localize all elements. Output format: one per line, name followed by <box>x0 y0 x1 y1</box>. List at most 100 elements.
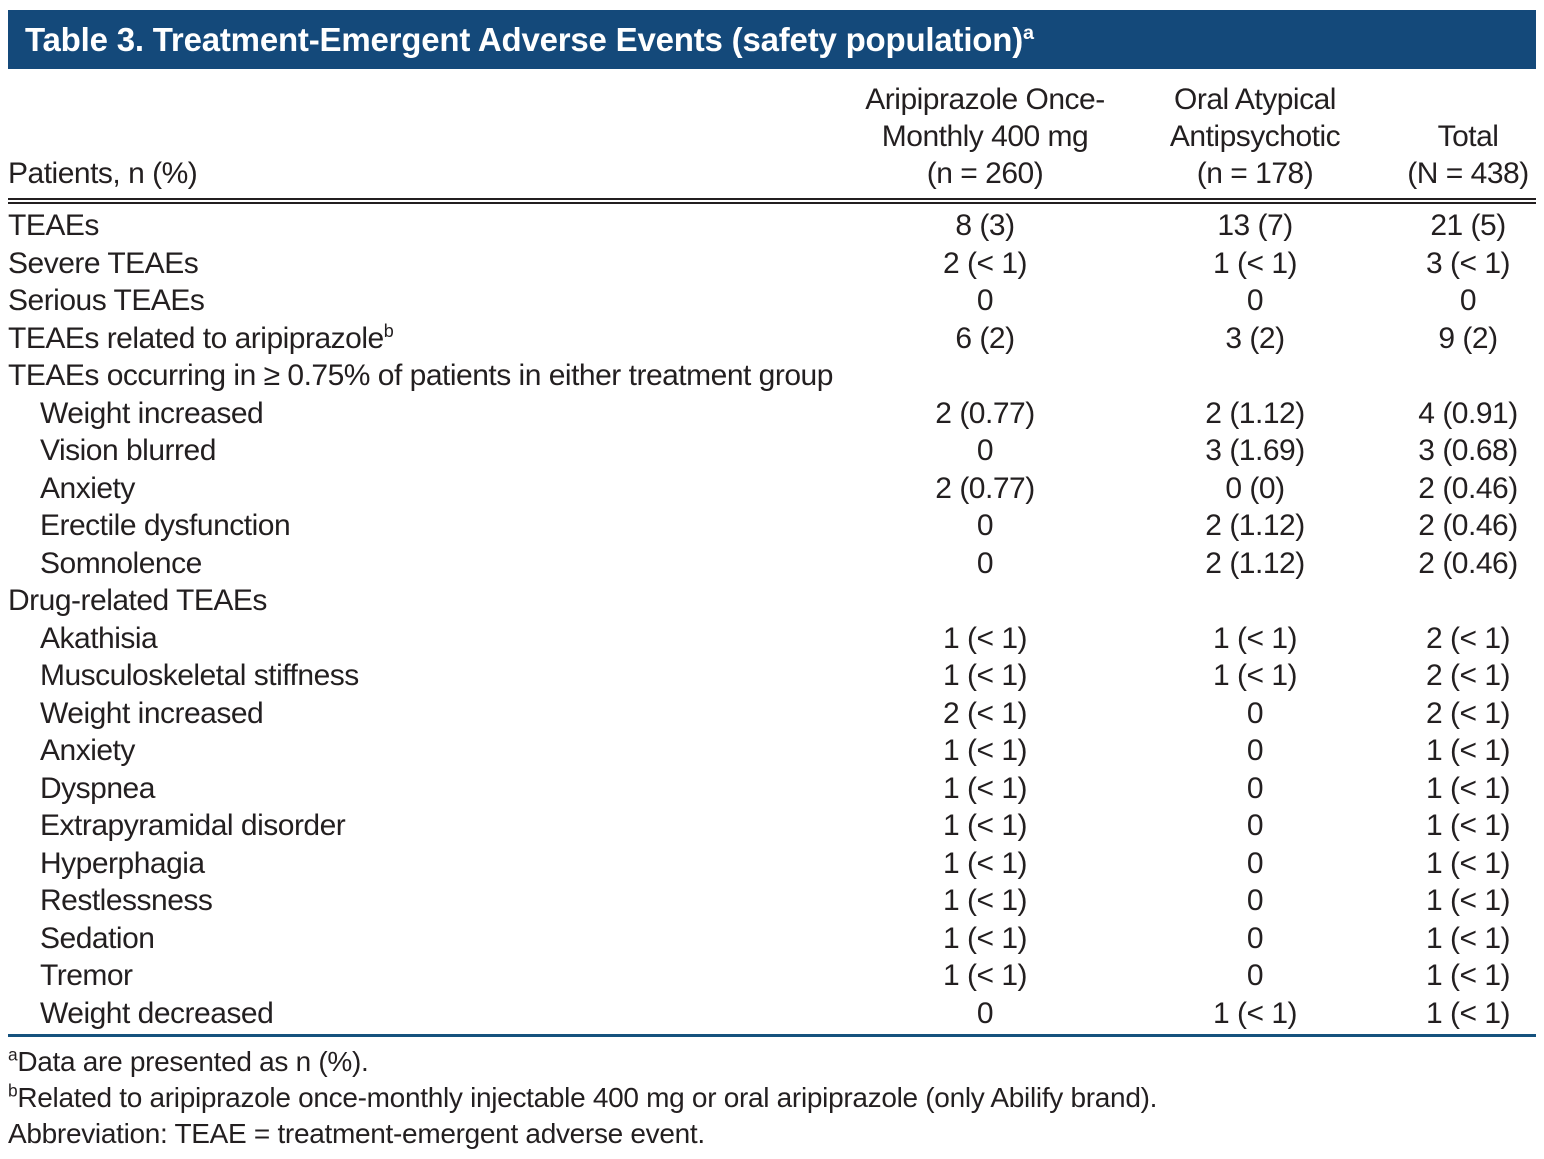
cell-value: 2 (0.46) <box>1418 509 1518 542</box>
table-row: Sedation 1 (< 1) 0 1 (< 1) <box>8 920 1536 958</box>
cell-value: 0 <box>1459 284 1477 317</box>
row-label: TEAEs related to aripiprazoleb <box>8 320 394 355</box>
row-label: Serious TEAEs <box>8 284 205 317</box>
table-row: Anxiety 1 (< 1) 0 1 (< 1) <box>8 732 1536 770</box>
cell-value <box>860 582 1110 620</box>
table-row: Anxiety 2 (0.77) 0 (0) 2 (0.46) <box>8 470 1536 508</box>
table-row: Vision blurred 0 3 (1.69) 3 (0.68) <box>8 432 1536 470</box>
cell-value: 2 (0.77) <box>935 471 1035 505</box>
cell-value: 1 (< 1) <box>1425 846 1511 880</box>
cell-value: 1 (< 1) <box>942 959 1028 992</box>
cell-value: 0 <box>1246 809 1264 842</box>
row-label: Anxiety <box>40 471 135 505</box>
cell-value: 0 <box>976 284 994 317</box>
row-label: Dyspnea <box>40 771 155 805</box>
table-row: Extrapyramidal disorder 1 (< 1) 0 1 (< 1) <box>8 807 1536 845</box>
footnote-marker: a <box>8 1044 18 1065</box>
cell-value: 0 <box>1246 284 1264 317</box>
cell-value: 2 (0.77) <box>935 396 1035 430</box>
cell-value: 0 <box>1246 771 1264 805</box>
cell-value: 0 <box>1246 846 1264 880</box>
cell-value: 1 (< 1) <box>1425 921 1511 955</box>
row-label: Severe TEAEs <box>8 246 199 280</box>
cell-value: 1 (< 1) <box>942 621 1028 655</box>
cell-value: 3 (1.69) <box>1205 434 1305 467</box>
table-title-text: Table 3. Treatment-Emergent Adverse Even… <box>25 20 1024 58</box>
cell-value: 1 (< 1) <box>1425 884 1511 917</box>
table-row: Dyspnea 1 (< 1) 0 1 (< 1) <box>8 770 1536 808</box>
cell-value: 1 (< 1) <box>1212 621 1298 655</box>
table-title-footnote-marker: a <box>1023 21 1034 44</box>
table-row: Hyperphagia 1 (< 1) 0 1 (< 1) <box>8 845 1536 883</box>
cell-value: 1 (< 1) <box>942 884 1028 917</box>
cell-value: 1 (< 1) <box>1425 996 1511 1030</box>
row-label: Somnolence <box>40 546 202 580</box>
table-figure: Table 3. Treatment-Emergent Adverse Even… <box>8 10 1536 1159</box>
table-row: TEAEs related to aripiprazoleb 6 (2) 3 (2)… <box>8 320 1536 358</box>
cell-value: 0 <box>1246 884 1264 917</box>
table-row: Akathisia 1 (< 1) 1 (< 1) 2 (< 1) <box>8 620 1536 658</box>
column-header-oral-atypical: Oral Atypical Antipsychotic (n = 178) <box>1110 81 1400 204</box>
cell-value: 1 (< 1) <box>1212 996 1298 1030</box>
cell-value: 4 (0.91) <box>1418 396 1518 430</box>
cell-value: 9 (2) <box>1438 321 1498 355</box>
cell-value: 8 (3) <box>955 209 1015 242</box>
table-bottom-rule <box>8 1034 1536 1037</box>
table-body: TEAEs 8 (3) 13 (7) 21 (5) Severe TEAEs 2 (< 1… <box>8 201 1536 1032</box>
table-row: Drug-related TEAEs <box>8 582 1536 620</box>
cell-value: 1 (< 1) <box>942 809 1028 842</box>
cell-value: 1 (< 1) <box>942 921 1028 955</box>
footnote-marker: b <box>8 1080 18 1101</box>
cell-value: 2 (< 1) <box>942 696 1028 730</box>
footnote: Abbreviation: TEAE = treatment-emergent … <box>8 1118 705 1149</box>
cell-value: 0 <box>1246 959 1264 992</box>
cell-value: 1 (< 1) <box>942 659 1028 692</box>
table-row: Severe TEAEs 2 (< 1) 1 (< 1) 3 (< 1) <box>8 245 1536 283</box>
row-label: Weight decreased <box>40 996 274 1030</box>
cell-value: 2 (< 1) <box>1425 659 1511 692</box>
cell-value: 0 <box>976 434 994 467</box>
table-row: Weight increased 2 (0.77) 2 (1.12) 4 (0.91) <box>8 395 1536 433</box>
cell-value: 3 (< 1) <box>1425 246 1511 280</box>
footnotes: aData are presented as n (%). bRelated to… <box>8 1037 1536 1159</box>
row-label: Restlessness <box>40 884 213 917</box>
cell-value: 1 (< 1) <box>1212 659 1298 692</box>
row-label: Tremor <box>40 959 133 992</box>
footnote: bRelated to aripiprazole once-monthly in… <box>8 1080 1158 1113</box>
table-row: TEAEs 8 (3) 13 (7) 21 (5) <box>8 201 1536 245</box>
table-row: Restlessness 1 (< 1) 0 1 (< 1) <box>8 882 1536 920</box>
table-row: Musculoskeletal stiffness 1 (< 1) 1 (< 1) 2… <box>8 657 1536 695</box>
cell-value: 0 (0) <box>1225 471 1285 505</box>
cell-value: 13 (7) <box>1217 209 1293 242</box>
cell-value: 2 (< 1) <box>942 246 1028 280</box>
row-label: Extrapyramidal disorder <box>40 809 346 842</box>
column-header-aripiprazole: Aripiprazole Once- Monthly 400 mg (n = 2… <box>860 81 1110 204</box>
table-row: Serious TEAEs 0 0 0 <box>8 282 1536 320</box>
table-header: Patients, n (%) Aripiprazole Once- Month… <box>8 81 1536 204</box>
row-label: Weight increased <box>40 696 264 730</box>
cell-value: 2 (< 1) <box>1425 696 1511 730</box>
footnote: aData are presented as n (%). <box>8 1044 369 1077</box>
cell-value: 0 <box>976 509 994 542</box>
cell-value: 3 (0.68) <box>1418 434 1518 467</box>
table-title: Table 3. Treatment-Emergent Adverse Even… <box>25 21 1034 59</box>
cell-value: 21 (5) <box>1430 209 1506 242</box>
cell-value <box>860 357 1110 395</box>
table-title-bar: Table 3. Treatment-Emergent Adverse Even… <box>8 10 1536 69</box>
column-header-patients: Patients, n (%) <box>8 81 860 204</box>
cell-value: 6 (2) <box>955 321 1015 355</box>
cell-value: 2 (1.12) <box>1205 546 1305 580</box>
cell-value: 2 (0.46) <box>1418 471 1518 505</box>
table-row: Weight increased 2 (< 1) 0 2 (< 1) <box>8 695 1536 733</box>
cell-value: 0 <box>1246 734 1264 767</box>
row-label: Sedation <box>40 921 155 955</box>
cell-value: 1 (< 1) <box>942 846 1028 880</box>
cell-value: 0 <box>1246 696 1264 730</box>
row-label: Drug-related TEAEs <box>8 584 267 617</box>
cell-value: 2 (< 1) <box>1425 621 1511 655</box>
cell-value: 1 (< 1) <box>1425 809 1511 842</box>
row-label: Musculoskeletal stiffness <box>40 659 359 692</box>
cell-value <box>1400 357 1536 395</box>
cell-value: 3 (2) <box>1225 321 1285 355</box>
cell-value <box>1110 582 1400 620</box>
